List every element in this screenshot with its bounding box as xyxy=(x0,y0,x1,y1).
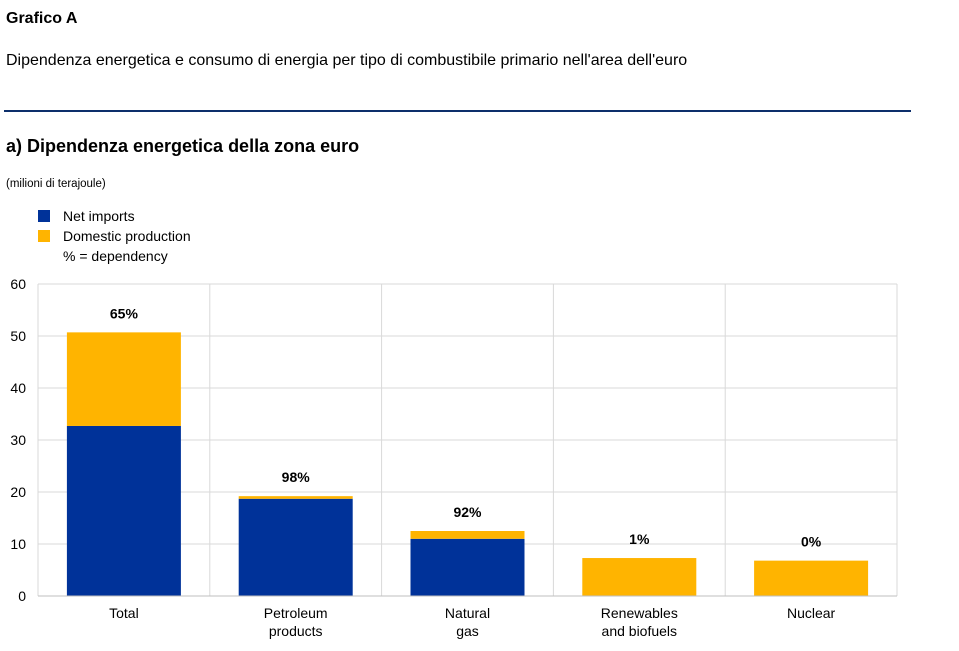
y-tick-label: 30 xyxy=(10,432,26,448)
y-tick-label: 10 xyxy=(10,536,26,552)
bar-domestic-production xyxy=(66,332,181,426)
chart-figure-title: Grafico A xyxy=(6,10,78,27)
legend-swatch-net-imports xyxy=(38,210,50,222)
data-label: 98% xyxy=(282,469,311,485)
x-tick-label: gas xyxy=(456,623,479,639)
legend-item-net-imports: Net imports xyxy=(38,206,191,226)
legend-label-domestic-production: Domestic production xyxy=(63,228,191,244)
legend-note: % = dependency xyxy=(63,248,168,264)
bar-domestic-production xyxy=(582,558,697,596)
y-tick-label: 60 xyxy=(10,276,26,292)
y-tick-label: 0 xyxy=(18,588,26,604)
legend: Net imports Domestic production % = depe… xyxy=(38,206,191,266)
y-tick-label: 50 xyxy=(10,328,26,344)
bar-domestic-production xyxy=(754,560,869,596)
legend-item-domestic-production: Domestic production xyxy=(38,226,191,246)
legend-swatch-domestic-production xyxy=(38,230,50,242)
x-tick-label: Nuclear xyxy=(787,605,836,621)
bar-domestic-production xyxy=(238,496,353,499)
legend-label-net-imports: Net imports xyxy=(63,208,135,224)
data-labels: 65% 98% 92% 1% 0% xyxy=(110,305,822,549)
y-axis: 0 10 20 30 40 50 60 xyxy=(10,276,26,604)
x-tick-label: Petroleum xyxy=(264,605,328,621)
bar-net-imports xyxy=(66,425,181,596)
bars xyxy=(66,332,869,596)
header-divider xyxy=(4,110,911,112)
data-label: 92% xyxy=(453,504,482,520)
bar-net-imports xyxy=(410,538,525,596)
x-tick-label: Renewables xyxy=(601,605,678,621)
data-label: 0% xyxy=(801,534,822,550)
bar-domestic-production xyxy=(410,531,525,539)
y-tick-label: 20 xyxy=(10,484,26,500)
y-tick-label: 40 xyxy=(10,380,26,396)
bar-net-imports xyxy=(238,498,353,596)
gridlines xyxy=(37,283,898,597)
data-label: 65% xyxy=(110,305,139,321)
units-label: (milioni di terajoule) xyxy=(6,178,106,190)
chart-figure-subtitle: Dipendenza energetica e consumo di energ… xyxy=(6,52,688,69)
panel-title: a) Dipendenza energetica della zona euro xyxy=(6,136,360,156)
x-axis: Total Petroleum products Natural gas Renewabl… xyxy=(38,595,897,639)
data-label: 1% xyxy=(629,531,650,547)
x-tick-label: Total xyxy=(109,605,139,621)
x-tick-label: products xyxy=(269,623,323,639)
x-tick-label: and biofuels xyxy=(602,623,678,639)
x-tick-label: Natural xyxy=(445,605,490,621)
